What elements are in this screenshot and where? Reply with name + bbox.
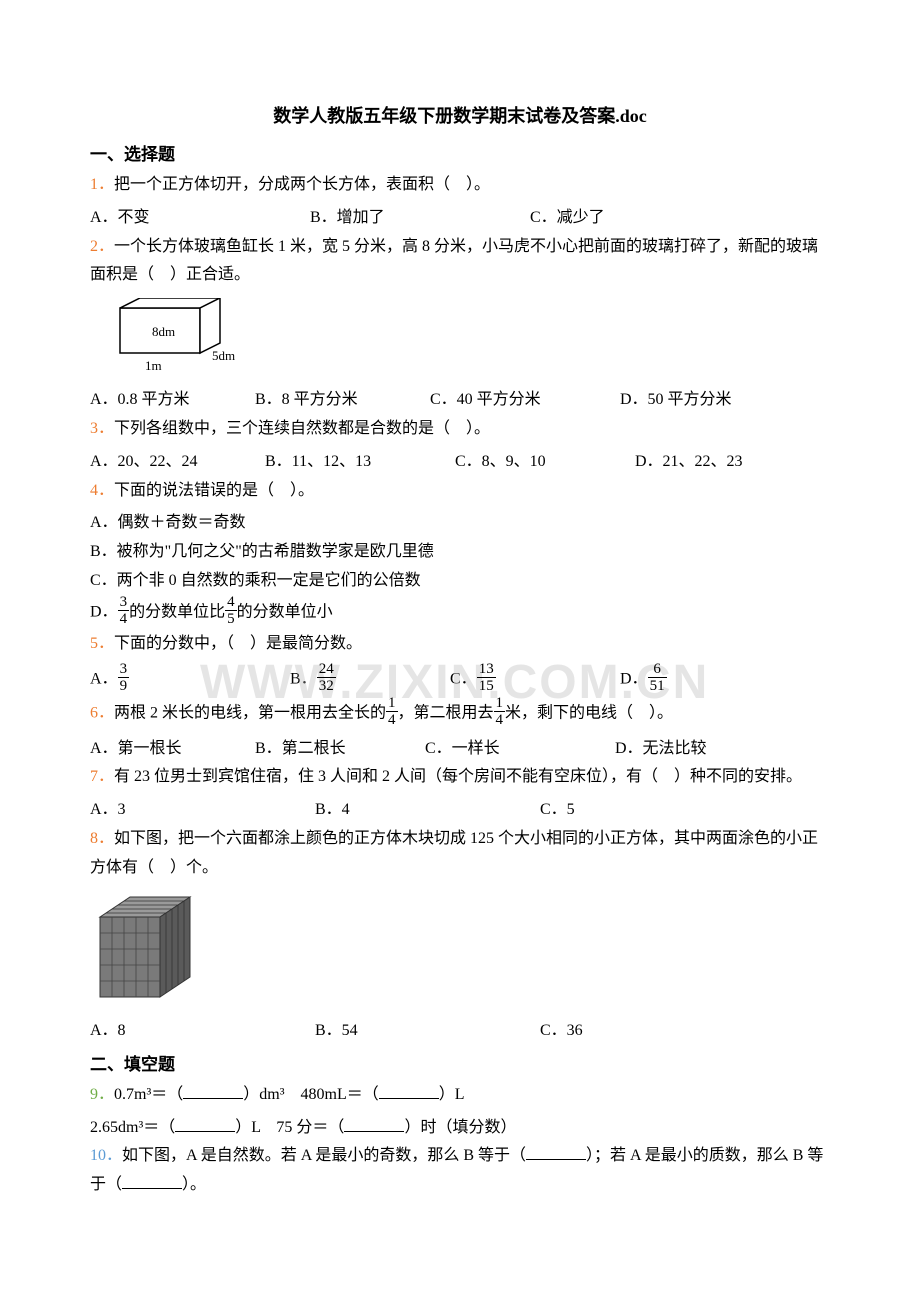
- question-5: 5．下面的分数中，（ ）是最简分数。: [90, 630, 830, 659]
- q3-number: 3．: [90, 420, 114, 437]
- q9-blank1[interactable]: [183, 1081, 243, 1099]
- question-10: 10．如下图，A 是自然数。若 A 是最小的奇数，那么 B 等于（）；若 A 是…: [90, 1142, 830, 1200]
- q3-optB: B．11、12、13: [265, 448, 455, 477]
- q5-optC: C．1315: [450, 663, 620, 697]
- q5-optA: A．39: [90, 663, 290, 697]
- q2-number: 2．: [90, 238, 114, 255]
- q1-optC: C．减少了: [530, 204, 605, 233]
- q3-optA: A．20、22、24: [90, 448, 265, 477]
- question-3: 3．下列各组数中，三个连续自然数都是合数的是（ ）。: [90, 415, 830, 444]
- q4-optB: B．被称为"几何之父"的古希腊数学家是欧几里德: [90, 538, 830, 567]
- q8-options: A．8 B．54 C．36: [90, 1017, 830, 1046]
- question-6: 6．两根 2 米长的电线，第一根用去全长的14，第二根用去14米，剩下的电线（ …: [90, 697, 830, 731]
- q4-text: 下面的说法错误的是（ ）。: [114, 482, 314, 499]
- q9-blank4[interactable]: [344, 1114, 404, 1132]
- q6-optD: D．无法比较: [615, 735, 707, 764]
- q1-number: 1．: [90, 176, 114, 193]
- q6-optC: C．一样长: [425, 735, 615, 764]
- q2-text: 一个长方体玻璃鱼缸长 1 米，宽 5 分米，高 8 分米，小马虎不小心把前面的玻…: [90, 238, 818, 284]
- q10-blank1[interactable]: [526, 1142, 586, 1160]
- q6-text-post: 米，剩下的电线（ ）。: [505, 704, 673, 721]
- q9-blank2[interactable]: [379, 1081, 439, 1099]
- q8-optB: B．54: [315, 1017, 540, 1046]
- q4-optA: A．偶数＋奇数＝奇数: [90, 509, 830, 538]
- q6-text-pre: 两根 2 米长的电线，第一根用去全长的: [114, 704, 386, 721]
- q3-optC: C．8、9、10: [455, 448, 635, 477]
- q8-optC: C．36: [540, 1017, 583, 1046]
- q8-number: 8．: [90, 830, 114, 847]
- q5-optB: B．2432: [290, 663, 450, 697]
- question-9: 9．0.7m³＝（ ）dm³ 480mL＝（ ）L: [90, 1081, 830, 1110]
- q5-optD: D．651: [620, 663, 667, 697]
- q7-text: 有 23 位男士到宾馆住宿，住 3 人间和 2 人间（每个房间不能有空床位），有…: [114, 768, 802, 785]
- q2-diagram: 8dm 5dm 1m: [110, 298, 830, 378]
- q5-text: 下面的分数中，（ ）是最简分数。: [114, 635, 362, 652]
- q9-line2: 2.65dm³＝（）L 75 分＝（）时（填分数）: [90, 1114, 830, 1143]
- q1-optB: B．增加了: [310, 204, 530, 233]
- q9-line1b: ）dm³ 480mL＝（: [243, 1086, 378, 1103]
- q5-options: A．39 B．2432 C．1315 D．651: [90, 663, 830, 697]
- q7-optC: C．5: [540, 796, 575, 825]
- question-2: 2．一个长方体玻璃鱼缸长 1 米，宽 5 分米，高 8 分米，小马虎不小心把前面…: [90, 233, 830, 291]
- section-1-header: 一、选择题: [90, 140, 830, 171]
- svg-text:5dm: 5dm: [212, 348, 235, 363]
- q3-options: A．20、22、24 B．11、12、13 C．8、9、10 D．21、22、2…: [90, 448, 830, 477]
- q2-optC: C．40 平方分米: [430, 386, 620, 415]
- question-7: 7．有 23 位男士到宾馆住宿，住 3 人间和 2 人间（每个房间不能有空床位）…: [90, 763, 830, 792]
- q6-optA: A．第一根长: [90, 735, 255, 764]
- q10-blank2[interactable]: [122, 1171, 182, 1189]
- q5-number: 5．: [90, 635, 114, 652]
- q7-optA: A．3: [90, 796, 315, 825]
- q1-options: A．不变 B．增加了 C．减少了: [90, 204, 830, 233]
- svg-text:1m: 1m: [145, 358, 162, 373]
- question-1: 1．把一个正方体切开，分成两个长方体，表面积（ ）。: [90, 171, 830, 200]
- q6-options: A．第一根长 B．第二根长 C．一样长 D．无法比较: [90, 735, 830, 764]
- question-8: 8．如下图，把一个六面都涂上颜色的正方体木块切成 125 个大小相同的小正方体，…: [90, 825, 830, 883]
- q2-optD: D．50 平方分米: [620, 386, 732, 415]
- q10-number: 10．: [90, 1147, 122, 1164]
- q2-options: A．0.8 平方米 B．8 平方分米 C．40 平方分米 D．50 平方分米: [90, 386, 830, 415]
- q3-optD: D．21、22、23: [635, 448, 743, 477]
- q8-cube-diagram: [90, 887, 830, 1018]
- q1-optA: A．不变: [90, 204, 310, 233]
- section-2-header: 二、填空题: [90, 1050, 830, 1081]
- q2-optA: A．0.8 平方米: [90, 386, 255, 415]
- q9-line1a: 0.7m³＝（: [114, 1086, 183, 1103]
- q7-options: A．3 B．4 C．5: [90, 796, 830, 825]
- q8-optA: A．8: [90, 1017, 315, 1046]
- q4-number: 4．: [90, 482, 114, 499]
- q6-optB: B．第二根长: [255, 735, 425, 764]
- q2-optB: B．8 平方分米: [255, 386, 430, 415]
- q7-optB: B．4: [315, 796, 540, 825]
- q10-texta: 如下图，A 是自然数。若 A 是最小的奇数，那么 B 等于（: [122, 1147, 526, 1164]
- q4-optC: C．两个非 0 自然数的乘积一定是它们的公倍数: [90, 567, 830, 596]
- page-title: 数学人教版五年级下册数学期末试卷及答案.doc: [90, 100, 830, 132]
- q6-text-mid: ，第二根用去: [398, 704, 494, 721]
- q10-textc: ）。: [182, 1176, 206, 1193]
- q6-number: 6．: [90, 704, 114, 721]
- q8-text: 如下图，把一个六面都涂上颜色的正方体木块切成 125 个大小相同的小正方体，其中…: [90, 830, 818, 876]
- q3-text: 下列各组数中，三个连续自然数都是合数的是（ ）。: [114, 420, 490, 437]
- svg-text:8dm: 8dm: [152, 324, 175, 339]
- q9-number: 9．: [90, 1086, 114, 1103]
- q4-optD: D．34的分数单位比45的分数单位小: [90, 596, 830, 630]
- q1-text: 把一个正方体切开，分成两个长方体，表面积（ ）。: [114, 176, 490, 193]
- q9-line1c: ）L: [439, 1086, 465, 1103]
- q9-blank3[interactable]: [175, 1114, 235, 1132]
- q7-number: 7．: [90, 768, 114, 785]
- question-4: 4．下面的说法错误的是（ ）。: [90, 477, 830, 506]
